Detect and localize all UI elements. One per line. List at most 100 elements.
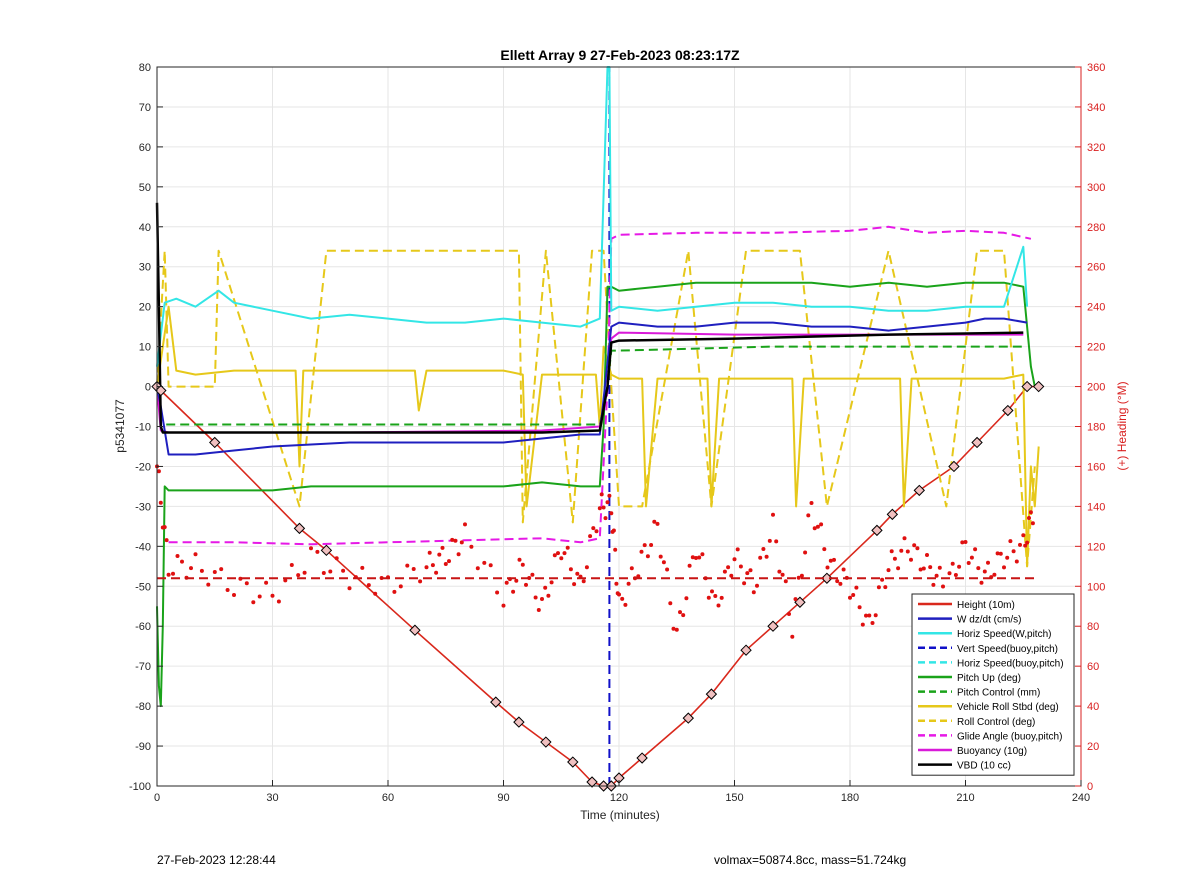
heading-point	[963, 540, 968, 544]
heading-point	[909, 557, 913, 562]
heading-point	[931, 582, 936, 587]
heading-point	[674, 627, 679, 632]
heading-point	[796, 575, 801, 580]
heading-point	[998, 551, 1003, 556]
height-marker	[490, 696, 502, 708]
heading-point	[716, 603, 721, 608]
heading-point	[456, 552, 461, 557]
right-y-tick-label: 260	[1087, 262, 1105, 274]
legend-label: VBD (10 cc)	[957, 761, 1011, 772]
heading-point	[905, 549, 910, 554]
left-y-tick-label: -100	[129, 781, 151, 793]
heading-point	[199, 568, 204, 573]
heading-point	[482, 560, 487, 565]
heading-point	[950, 561, 955, 566]
heading-point	[799, 573, 804, 578]
height-marker	[613, 772, 625, 784]
series-line	[156, 249, 1036, 568]
heading-point	[189, 566, 193, 571]
heading-point	[1018, 542, 1022, 547]
legend-box	[911, 593, 1075, 776]
heading-point	[652, 519, 657, 524]
heading-point	[825, 565, 830, 570]
heading-point	[520, 562, 525, 567]
heading-point	[966, 561, 971, 565]
heading-point	[681, 613, 686, 618]
heading-point	[665, 567, 670, 572]
heading-point	[860, 622, 865, 627]
heading-point	[803, 550, 808, 555]
height-marker	[320, 544, 333, 557]
heading-point	[873, 613, 878, 618]
heading-point	[1021, 533, 1026, 538]
heading-point	[552, 553, 557, 558]
heading-point	[671, 626, 676, 631]
left-y-tick-label: -70	[135, 661, 151, 673]
x-axis: 0 30 60 90 120 150 180 210 240	[154, 780, 1090, 804]
height-marker	[155, 384, 167, 397]
x-tick-label: 210	[956, 792, 974, 804]
heading-point	[568, 567, 573, 572]
right-y-tick-label: 80	[1087, 621, 1099, 633]
heading-point	[812, 526, 817, 531]
right-y-tick-label: 140	[1087, 501, 1105, 513]
heading-point	[921, 566, 926, 571]
height-marker	[586, 776, 598, 788]
heading-point	[729, 573, 734, 578]
heading-point	[713, 594, 718, 598]
right-y-tick-label: 340	[1087, 102, 1105, 114]
heading-point	[1014, 559, 1019, 564]
height-marker	[1021, 380, 1033, 393]
heading-point	[815, 524, 820, 529]
series-line	[156, 281, 1036, 708]
right-y-tick-label: 180	[1087, 422, 1105, 434]
heading-point	[953, 573, 958, 577]
heading-point	[902, 536, 907, 541]
heading-point	[530, 572, 535, 577]
heading-point	[620, 596, 625, 601]
footer-timestamp: 27-Feb-2023 12:28:44	[157, 853, 276, 867]
heading-point	[979, 580, 984, 585]
x-tick-label: 90	[497, 792, 509, 804]
heading-point	[745, 571, 750, 576]
heading-point	[605, 500, 610, 505]
heading-point	[793, 597, 798, 602]
heading-point	[658, 554, 663, 559]
heading-point	[661, 560, 666, 565]
height-marker	[540, 736, 552, 748]
heading-point	[732, 557, 737, 562]
heading-point	[851, 593, 856, 597]
right-y-tick-label: 320	[1087, 142, 1105, 154]
heading-point	[787, 612, 791, 616]
heading-point	[655, 521, 660, 526]
right-y-tick-label: 60	[1087, 661, 1099, 673]
heading-point	[443, 562, 448, 566]
heading-point	[611, 528, 616, 533]
right-y-tick-label: 100	[1087, 581, 1105, 593]
heading-point	[601, 505, 606, 510]
heading-point	[156, 469, 161, 474]
heading-point	[347, 586, 352, 591]
heading-point	[540, 597, 544, 601]
heading-point	[915, 546, 920, 551]
height-marker	[513, 716, 525, 728]
heading-point	[1030, 521, 1035, 526]
height-marker	[871, 524, 883, 537]
heading-point	[883, 585, 888, 590]
height-marker	[886, 508, 899, 521]
legend-label: Height (10m)	[957, 600, 1015, 611]
heading-point	[976, 566, 981, 571]
heading-point	[206, 582, 211, 587]
heading-point	[722, 569, 727, 574]
right-y-tick-label: 160	[1087, 461, 1105, 473]
legend-label: Pitch Up (deg)	[957, 673, 1021, 684]
heading-point	[463, 522, 467, 527]
left-y-tick-label: -50	[135, 581, 151, 593]
right-axis: 0 20 40 60 80 100 120 140 160 180 200 220 240 260 280 3…	[1075, 62, 1105, 793]
heading-point	[918, 567, 923, 572]
legend-label: Vehicle Roll Stbd (deg)	[957, 702, 1059, 713]
heading-point	[986, 560, 990, 565]
heading-point	[889, 549, 894, 554]
heading-point	[892, 556, 897, 561]
heading-point	[710, 589, 714, 594]
